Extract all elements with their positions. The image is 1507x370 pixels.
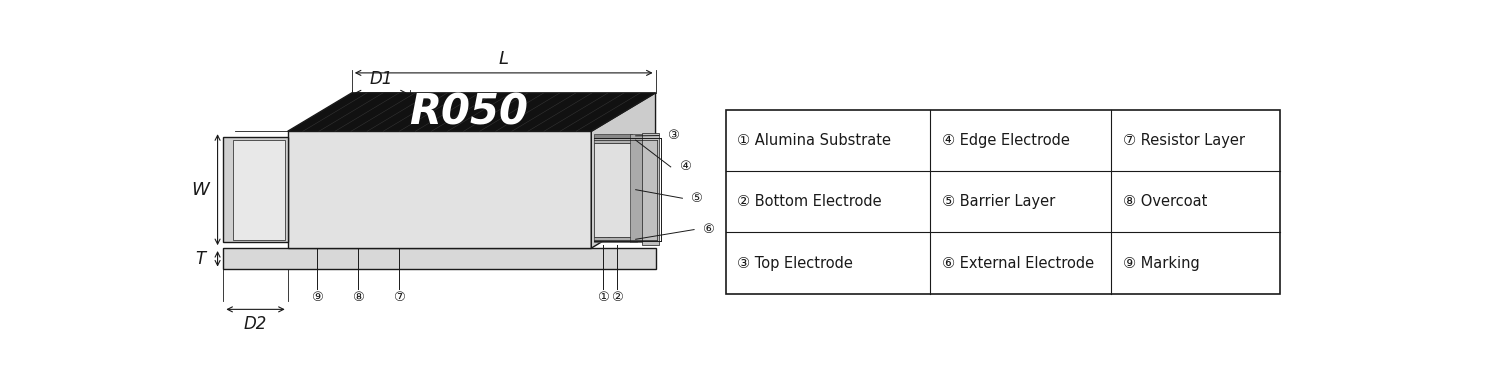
Text: ⑦ Resistor Layer: ⑦ Resistor Layer [1123, 133, 1245, 148]
Bar [630, 134, 643, 242]
Bar [288, 131, 591, 248]
Text: D1: D1 [369, 70, 392, 88]
Text: ⑤ Barrier Layer: ⑤ Barrier Layer [942, 194, 1055, 209]
Text: ⑨: ⑨ [310, 292, 322, 305]
Text: ⑧ Overcoat: ⑧ Overcoat [1123, 194, 1207, 209]
Text: ① Alumina Substrate: ① Alumina Substrate [737, 133, 891, 148]
Text: ④: ④ [678, 161, 690, 174]
Text: D2: D2 [244, 314, 267, 333]
Text: T: T [194, 250, 205, 268]
Bar [594, 134, 633, 138]
Text: ③: ③ [668, 129, 680, 142]
Text: ⑦: ⑦ [393, 292, 404, 305]
Text: ③ Top Electrode: ③ Top Electrode [737, 256, 853, 270]
Text: ⑥ External Electrode: ⑥ External Electrode [942, 256, 1094, 270]
Text: R050: R050 [408, 92, 527, 134]
Text: ⑨ Marking: ⑨ Marking [1123, 256, 1200, 270]
Bar [726, 110, 1281, 294]
Polygon shape [288, 93, 656, 131]
Bar [223, 248, 656, 269]
Text: ⑥: ⑥ [702, 223, 714, 236]
Polygon shape [591, 93, 656, 248]
Bar [594, 143, 643, 237]
Text: ⑧: ⑧ [351, 292, 363, 305]
Text: L: L [499, 50, 509, 68]
Text: ②: ② [610, 292, 622, 305]
Bar [594, 237, 637, 242]
Text: ①: ① [597, 292, 609, 305]
Text: ④ Edge Electrode: ④ Edge Electrode [942, 133, 1070, 148]
Text: ② Bottom Electrode: ② Bottom Electrode [737, 194, 882, 209]
Text: W: W [191, 181, 209, 199]
Bar [594, 138, 637, 143]
Text: ⑤: ⑤ [690, 192, 702, 205]
Bar [642, 133, 659, 245]
Bar [232, 140, 285, 239]
Bar [223, 137, 288, 242]
